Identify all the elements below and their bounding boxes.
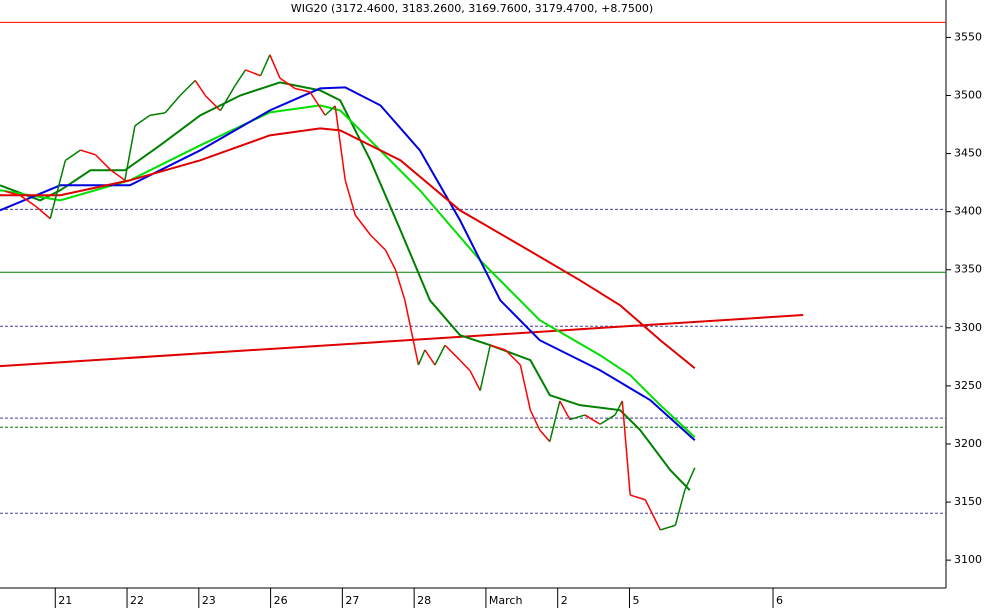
price-segment (621, 400, 631, 496)
price-segment (269, 54, 281, 79)
price-segment (259, 54, 271, 77)
price-segment (294, 87, 311, 93)
price-segment (124, 125, 136, 181)
price-segment (219, 84, 237, 111)
x-tick-label: 23 (202, 594, 216, 607)
trend-line (0, 314, 804, 368)
price-segment (64, 149, 81, 162)
x-tick-label: 26 (274, 594, 288, 607)
price-segment (599, 414, 616, 425)
y-tick-label: 3550 (954, 30, 982, 43)
price-segment (394, 269, 406, 301)
price-segment (674, 490, 686, 526)
price-segment (110, 169, 126, 181)
x-tick-label: 6 (776, 594, 783, 607)
y-tick-label: 3200 (954, 437, 982, 450)
price-segment (204, 94, 221, 112)
y-tick-label: 3250 (954, 379, 982, 392)
price-segment (309, 91, 326, 116)
chart-title: WIG20 (3172.4600, 3183.2600, 3169.7600, … (291, 2, 653, 15)
x-tick-label: 5 (632, 594, 639, 607)
price-segment (354, 214, 371, 236)
price-segment (529, 409, 541, 431)
price-segment (519, 364, 532, 411)
price-segment (417, 349, 426, 366)
y-tick-label: 3350 (954, 263, 982, 276)
price-segment (559, 400, 571, 420)
moving-average (0, 81, 691, 491)
price-segment (434, 344, 446, 366)
price-segment (549, 400, 561, 442)
price-segment (234, 69, 247, 86)
x-tick-label: 27 (345, 594, 359, 607)
moving-average (0, 104, 696, 438)
price-segment (194, 79, 206, 96)
price-segment (369, 234, 386, 251)
y-tick-label: 3400 (954, 205, 982, 218)
price-segment (344, 180, 357, 216)
price-segment (324, 105, 336, 116)
price-segment (245, 69, 261, 77)
price-segment (179, 79, 196, 97)
y-tick-label: 3450 (954, 147, 982, 160)
price-segment (424, 349, 436, 366)
price-segment (614, 400, 623, 416)
price-segment (504, 349, 521, 366)
price-segment (404, 299, 420, 366)
y-tick-label: 3150 (954, 495, 982, 508)
price-segment (334, 105, 346, 181)
x-tick-label: 22 (130, 594, 144, 607)
price-segment (459, 359, 471, 372)
price-segment (644, 499, 662, 531)
price-segment (80, 149, 96, 156)
y-tick-label: 3100 (954, 553, 982, 566)
y-tick-label: 3500 (954, 89, 982, 102)
price-segment (444, 344, 461, 361)
price-segment (279, 77, 296, 90)
price-segment (684, 467, 696, 491)
x-tick-label: 28 (417, 594, 431, 607)
price-segment (49, 160, 67, 219)
price-segment (384, 249, 397, 271)
price-segment (629, 494, 646, 501)
x-tick-label: March (489, 594, 523, 607)
x-tick-label: 2 (561, 594, 568, 607)
price-segment (134, 114, 151, 127)
price-segment (660, 524, 676, 531)
price-segment (490, 344, 506, 351)
price-segment (34, 205, 51, 220)
price-segment (569, 414, 586, 421)
price-segment (94, 154, 112, 171)
x-tick-label: 21 (58, 594, 72, 607)
y-tick-label: 3300 (954, 321, 982, 334)
price-segment (149, 112, 166, 116)
price-segment (479, 345, 491, 391)
price-segment (164, 95, 181, 114)
price-segment (4, 190, 21, 197)
price-segment (19, 194, 36, 207)
price-segment (469, 370, 481, 391)
price-segment (584, 414, 601, 425)
moving-average (0, 127, 696, 370)
price-segment (539, 429, 551, 443)
